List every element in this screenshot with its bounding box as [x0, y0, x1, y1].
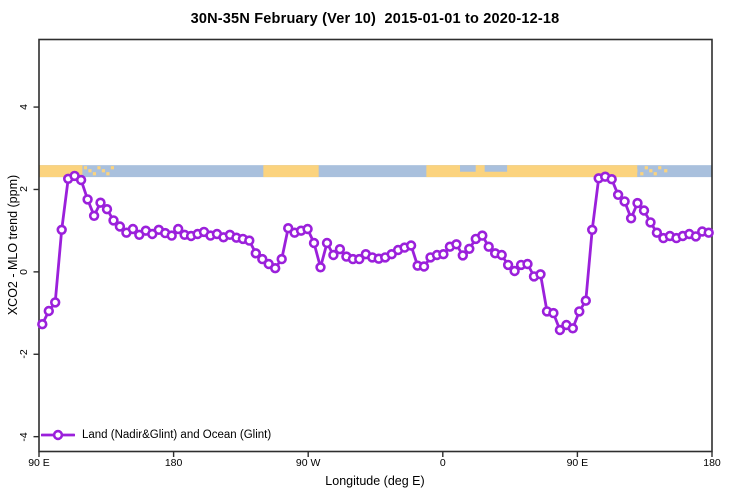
data-point-marker — [250, 248, 262, 259]
map-band-island — [97, 166, 101, 170]
data-point-marker — [328, 249, 339, 261]
data-point-marker — [502, 259, 514, 271]
data-point-marker — [645, 217, 656, 228]
map-band-island — [664, 169, 668, 173]
data-point-marker — [354, 253, 365, 265]
data-point-marker — [244, 235, 255, 246]
data-point-marker — [690, 231, 701, 242]
data-point-marker — [418, 261, 430, 272]
data-point-marker — [638, 205, 650, 216]
data-point-marker — [270, 263, 281, 274]
x-tick-label: 90 W — [295, 457, 321, 469]
map-band-island — [110, 166, 114, 170]
data-point-marker — [703, 227, 714, 238]
map-band-island — [653, 172, 657, 176]
data-point-marker — [496, 249, 507, 261]
map-band-island — [640, 172, 644, 176]
data-point-marker — [308, 237, 320, 249]
data-point-marker — [166, 230, 177, 241]
data-point-marker — [315, 262, 326, 273]
data-point-marker — [75, 174, 87, 186]
data-point-marker — [334, 244, 346, 255]
data-point-marker — [101, 204, 113, 215]
x-tick-label: 180 — [703, 457, 721, 469]
map-band-land — [39, 165, 83, 178]
data-point-marker — [606, 174, 617, 185]
x-tick-label: 90 E — [28, 457, 50, 469]
data-point-marker — [574, 306, 585, 317]
map-band-sea-notch — [484, 165, 508, 172]
data-point-marker — [438, 249, 449, 260]
data-point-marker — [82, 194, 93, 205]
data-point-marker — [127, 223, 139, 235]
data-point-marker — [114, 221, 126, 232]
x-axis-title: Longitude (deg E) — [325, 474, 425, 488]
data-point-marker — [321, 237, 333, 249]
data-point-marker — [464, 243, 475, 255]
data-point-marker — [535, 269, 546, 280]
data-point-marker — [56, 224, 67, 236]
data-point-marker — [651, 227, 663, 238]
map-band-island — [644, 166, 648, 170]
map-band-ocean — [39, 165, 712, 178]
x-tick-label: 0 — [439, 457, 446, 469]
data-point-marker — [483, 241, 494, 252]
plot-frame — [38, 38, 713, 453]
data-point-marker — [49, 297, 61, 308]
y-tick-label: -4 — [18, 431, 30, 442]
data-point-marker — [43, 305, 54, 317]
data-point-marker — [567, 323, 578, 334]
chart-title: 30N-35N February (Ver 10) 2015-01-01 to … — [190, 11, 560, 27]
data-point-marker — [625, 213, 637, 224]
data-point-marker — [257, 253, 268, 265]
data-point-marker — [405, 240, 417, 251]
legend-marker-icon — [41, 429, 75, 441]
data-point-marker — [457, 250, 468, 261]
data-point-marker — [451, 239, 462, 250]
data-point-marker — [619, 196, 630, 207]
map-band-island — [83, 166, 88, 170]
data-point-marker — [108, 215, 119, 226]
map-band-island — [88, 169, 92, 173]
map-band-island — [658, 166, 662, 170]
data-point-marker — [554, 324, 566, 336]
legend-label: Land (Nadir&Glint) and Ocean (Glint) — [82, 429, 272, 441]
y-tick-label: 2 — [18, 186, 30, 193]
data-point-marker — [477, 230, 488, 241]
map-band-island — [634, 169, 638, 173]
x-tick-label: 180 — [164, 457, 183, 469]
data-point-marker — [37, 319, 48, 330]
data-point-marker — [612, 189, 624, 201]
y-tick-label: 0 — [18, 268, 30, 275]
data-point-marker — [88, 210, 100, 222]
series-line — [40, 174, 711, 332]
data-point-marker — [586, 224, 598, 236]
data-point-marker — [548, 307, 559, 319]
y-tick-label: -2 — [18, 349, 30, 359]
data-point-marker — [276, 253, 287, 265]
data-point-marker — [580, 295, 591, 306]
data-point-marker — [632, 197, 643, 209]
data-point-marker — [509, 265, 520, 277]
data-point-marker — [95, 197, 106, 208]
map-band-island — [101, 169, 106, 173]
map-band-island — [92, 172, 97, 176]
legend: Land (Nadir&Glint) and Ocean (Glint) — [41, 427, 271, 443]
x-tick-label: 90 E — [566, 457, 589, 469]
data-point-marker — [173, 223, 184, 235]
map-band-land — [263, 165, 319, 178]
data-point-marker — [522, 258, 533, 270]
map-band-island — [649, 169, 653, 173]
map-band-sea-notch — [459, 165, 476, 172]
map-band-island — [106, 172, 110, 176]
data-point-marker — [302, 223, 313, 235]
map-band-land — [426, 165, 638, 178]
y-tick-label: 4 — [18, 104, 30, 110]
